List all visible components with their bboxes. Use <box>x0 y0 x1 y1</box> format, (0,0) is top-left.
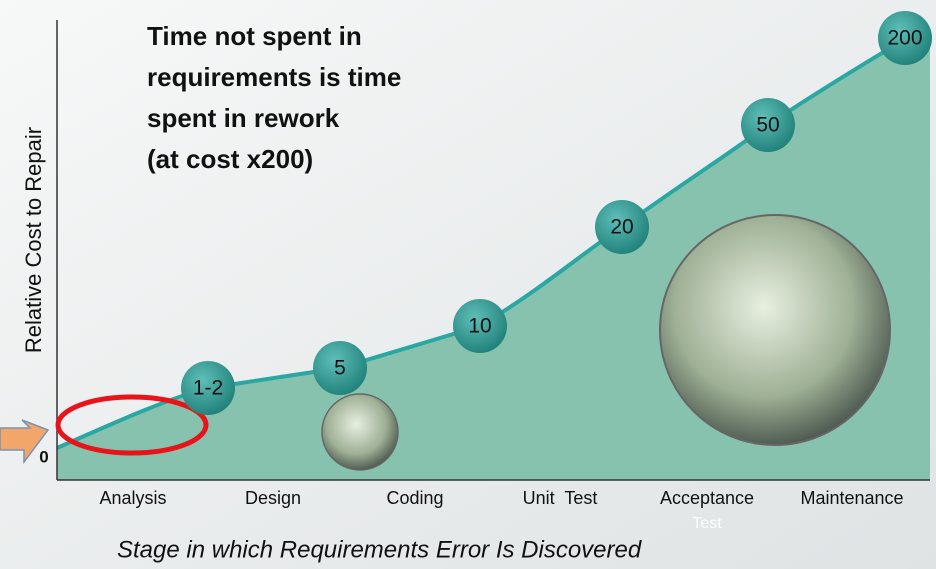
point-label: 5 <box>334 357 346 380</box>
y-axis-label: Relative Cost to Repair <box>21 127 46 353</box>
stage-label: Acceptance <box>660 488 754 508</box>
money-bubble <box>322 394 398 470</box>
point-label: 10 <box>468 315 491 338</box>
money-bubble <box>660 215 890 445</box>
point-label: 20 <box>610 216 633 239</box>
callout-line: (at cost x200) <box>147 144 313 174</box>
point-label: 50 <box>756 114 779 137</box>
callout-line: spent in rework <box>147 103 340 133</box>
point-label: 200 <box>887 27 922 50</box>
stage-label: Analysis <box>99 488 166 508</box>
stage-label: Design <box>245 488 301 508</box>
callout-line: Time not spent in <box>147 21 362 51</box>
callout-line: requirements is time <box>147 62 401 92</box>
stage-note: Test <box>692 515 722 532</box>
stage-label: Unit Test <box>523 488 598 508</box>
x-axis-label: Stage in which Requirements Error Is Dis… <box>117 536 642 563</box>
stage-label: Maintenance <box>800 488 903 508</box>
point-label: 1-2 <box>193 377 223 400</box>
slide: Relative Cost to Repair 0 Stage in which… <box>0 0 936 569</box>
stage-label: Coding <box>386 488 443 508</box>
origin-label: 0 <box>39 447 48 466</box>
